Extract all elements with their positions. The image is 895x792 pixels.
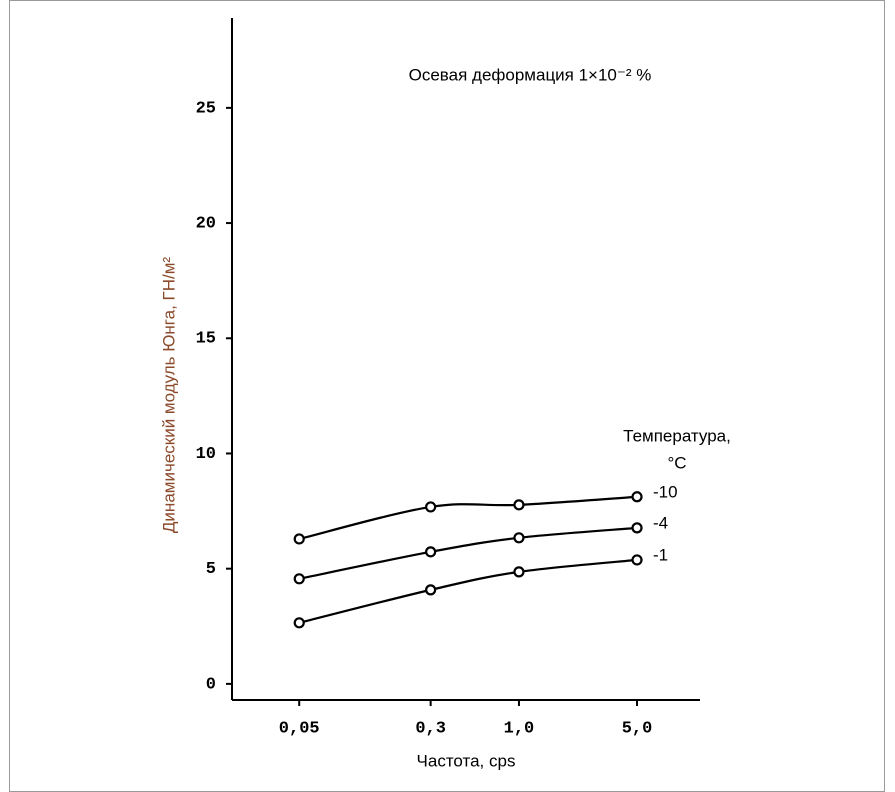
marker bbox=[293, 617, 305, 629]
y-tick-label: 15 bbox=[196, 330, 216, 349]
x-axis-label: Частота, cps bbox=[417, 751, 516, 770]
marker bbox=[631, 522, 643, 534]
x-tick-label: 0,3 bbox=[415, 719, 446, 738]
y-tick-label: 5 bbox=[206, 560, 216, 579]
marker bbox=[293, 573, 305, 585]
legend-label: -4 bbox=[653, 513, 668, 532]
legend-title: Температура, bbox=[623, 426, 731, 445]
frame bbox=[9, 0, 885, 792]
annotation: Осевая деформация 1×10⁻² % bbox=[409, 65, 652, 84]
y-tick-label: 20 bbox=[196, 215, 216, 234]
marker bbox=[425, 584, 437, 596]
marker bbox=[513, 499, 525, 511]
y-tick-label: 10 bbox=[196, 445, 216, 464]
y-axis-label: Динамический модуль Юнга, ГН/м² bbox=[159, 257, 178, 533]
marker bbox=[293, 533, 305, 545]
marker bbox=[513, 566, 525, 578]
x-tick-label: 5,0 bbox=[622, 719, 653, 738]
series-line bbox=[298, 495, 638, 541]
x-tick-label: 1,0 bbox=[504, 719, 535, 738]
series-line bbox=[298, 526, 638, 580]
marker bbox=[425, 501, 437, 513]
legend-title: °C bbox=[667, 453, 686, 472]
y-tick-label: 25 bbox=[196, 99, 216, 118]
legend-label: -1 bbox=[653, 545, 668, 564]
marker bbox=[513, 532, 525, 544]
marker bbox=[425, 546, 437, 558]
x-tick-label: 0,05 bbox=[279, 719, 320, 738]
y-tick-label: 0 bbox=[206, 675, 216, 694]
series-line bbox=[298, 558, 638, 624]
legend-label: -10 bbox=[653, 482, 678, 501]
marker bbox=[631, 554, 643, 566]
marker bbox=[631, 491, 643, 503]
